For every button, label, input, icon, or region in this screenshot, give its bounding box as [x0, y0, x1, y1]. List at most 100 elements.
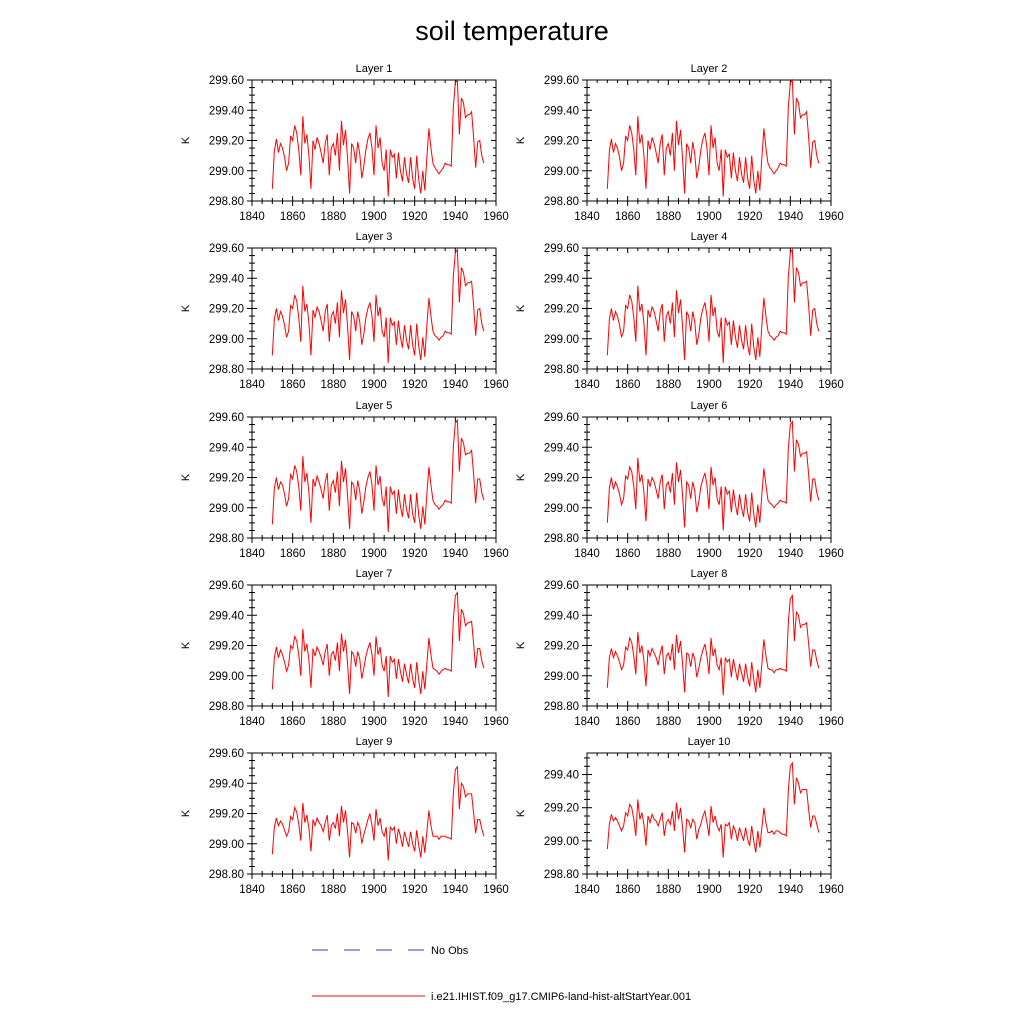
x-tick-label: 1940 — [778, 716, 804, 728]
x-tick-label: 1860 — [280, 379, 306, 391]
y-tick-label: 298.80 — [209, 701, 244, 713]
panel-layer-9: Layer 9 1840 1860 1880 1900 1920 1940 1960 298.8… — [180, 736, 509, 896]
y-tick-label: 299.40 — [544, 610, 579, 622]
plot-frame — [251, 79, 497, 202]
x-tick-label: 1900 — [696, 379, 722, 391]
x-tick-label: 1900 — [696, 211, 722, 223]
y-tick-label: 299.60 — [209, 75, 244, 87]
panel-title: Layer 1 — [356, 63, 393, 75]
series-line — [271, 78, 485, 197]
y-tick-label: 299.20 — [209, 304, 244, 316]
x-tick-label: 1960 — [483, 884, 509, 896]
x-tick-label: 1880 — [656, 884, 682, 896]
y-axis-label: K — [180, 304, 192, 312]
x-tick-label: 1860 — [615, 211, 641, 223]
x-tick-label: 1940 — [443, 211, 469, 223]
y-tick-label: 299.00 — [209, 839, 244, 851]
x-tick-label: 1940 — [778, 548, 804, 560]
x-tick-label: 1840 — [574, 548, 600, 560]
x-tick-label: 1920 — [402, 884, 428, 896]
x-tick-label: 1840 — [239, 379, 265, 391]
x-tick-label: 1940 — [443, 548, 469, 560]
panel-title: Layer 3 — [356, 231, 393, 243]
y-tick-label: 298.80 — [209, 364, 244, 376]
panel-layer-1: Layer 1 1840 1860 1880 1900 1920 1940 1960 298.8… — [180, 63, 509, 223]
plot-frame — [586, 247, 832, 370]
series-line — [271, 418, 485, 532]
x-tick-label: 1860 — [280, 211, 306, 223]
x-tick-label: 1900 — [361, 548, 387, 560]
x-tick-label: 1920 — [737, 716, 763, 728]
plot-frame — [251, 247, 497, 370]
y-axis-label: K — [515, 641, 527, 649]
y-tick-label: 299.60 — [209, 243, 244, 255]
y-axis-label: K — [515, 136, 527, 144]
x-tick-label: 1900 — [696, 716, 722, 728]
y-tick-label: 299.20 — [544, 473, 579, 485]
panel-layer-8: Layer 8 1840 1860 1880 1900 1920 1940 1960 298.8… — [515, 568, 844, 728]
x-tick-label: 1860 — [615, 548, 641, 560]
x-tick-label: 1960 — [818, 884, 844, 896]
y-tick-label: 299.40 — [209, 442, 244, 454]
y-tick-label: 299.20 — [544, 641, 579, 653]
x-tick-label: 1960 — [483, 211, 509, 223]
panel-layer-4: Layer 4 1840 1860 1880 1900 1920 1940 1960 298.8… — [515, 231, 844, 391]
y-tick-label: 299.00 — [544, 836, 579, 848]
x-tick-label: 1900 — [361, 211, 387, 223]
legend-item-model-run: i.e21.IHIST.f09_g17.CMIP6-land-hist-altS… — [312, 991, 691, 1003]
x-tick-label: 1860 — [280, 716, 306, 728]
x-tick-label: 1840 — [574, 884, 600, 896]
y-tick-label: 299.20 — [209, 809, 244, 821]
y-tick-label: 298.80 — [544, 196, 579, 208]
y-tick-label: 299.60 — [544, 243, 579, 255]
x-tick-label: 1860 — [280, 548, 306, 560]
y-tick-label: 299.60 — [544, 412, 579, 424]
panel-title: Layer 4 — [691, 231, 728, 243]
x-tick-label: 1920 — [737, 379, 763, 391]
x-tick-label: 1840 — [239, 884, 265, 896]
x-tick-label: 1880 — [656, 716, 682, 728]
y-tick-label: 299.40 — [544, 442, 579, 454]
series-line — [606, 761, 820, 858]
series-line — [271, 247, 485, 363]
y-tick-label: 299.20 — [544, 803, 579, 815]
panel-layer-5: Layer 5 1840 1860 1880 1900 1920 1940 1960 298.8… — [180, 400, 509, 560]
x-tick-label: 1880 — [656, 379, 682, 391]
y-axis-label: K — [515, 809, 527, 817]
panel-title: Layer 9 — [356, 736, 393, 748]
panel-title: Layer 10 — [688, 736, 731, 748]
legend-label-model-run: i.e21.IHIST.f09_g17.CMIP6-land-hist-altS… — [431, 991, 691, 1003]
y-tick-label: 298.80 — [544, 869, 579, 881]
x-tick-label: 1840 — [574, 211, 600, 223]
y-tick-label: 298.80 — [209, 533, 244, 545]
y-tick-label: 299.20 — [544, 304, 579, 316]
x-tick-label: 1920 — [402, 548, 428, 560]
x-tick-label: 1860 — [615, 716, 641, 728]
y-axis-label: K — [515, 304, 527, 312]
y-tick-label: 299.60 — [209, 748, 244, 760]
x-tick-label: 1860 — [280, 884, 306, 896]
panel-title: Layer 7 — [356, 568, 393, 580]
x-tick-label: 1880 — [321, 884, 347, 896]
y-tick-label: 298.80 — [209, 869, 244, 881]
y-axis-label: K — [180, 136, 192, 144]
x-tick-label: 1940 — [778, 211, 804, 223]
plot-frame — [586, 752, 832, 875]
x-tick-label: 1840 — [574, 379, 600, 391]
plot-frame — [251, 416, 497, 539]
x-tick-label: 1940 — [443, 379, 469, 391]
x-tick-label: 1940 — [778, 379, 804, 391]
plot-frame — [586, 584, 832, 707]
x-tick-label: 1880 — [321, 716, 347, 728]
x-tick-label: 1940 — [443, 716, 469, 728]
plot-frame — [586, 416, 832, 539]
panel-layer-6: Layer 6 1840 1860 1880 1900 1920 1940 1960 298.8… — [515, 400, 844, 560]
x-tick-label: 1960 — [818, 548, 844, 560]
y-axis-label: K — [180, 809, 192, 817]
x-tick-label: 1900 — [696, 884, 722, 896]
x-tick-label: 1960 — [483, 548, 509, 560]
panel-layer-10: Layer 10 1840 1860 1880 1900 1920 1940 1960 298.… — [515, 736, 844, 896]
y-tick-label: 299.60 — [209, 412, 244, 424]
y-tick-label: 298.80 — [544, 533, 579, 545]
legend-item-no-obs: No Obs — [312, 945, 469, 957]
